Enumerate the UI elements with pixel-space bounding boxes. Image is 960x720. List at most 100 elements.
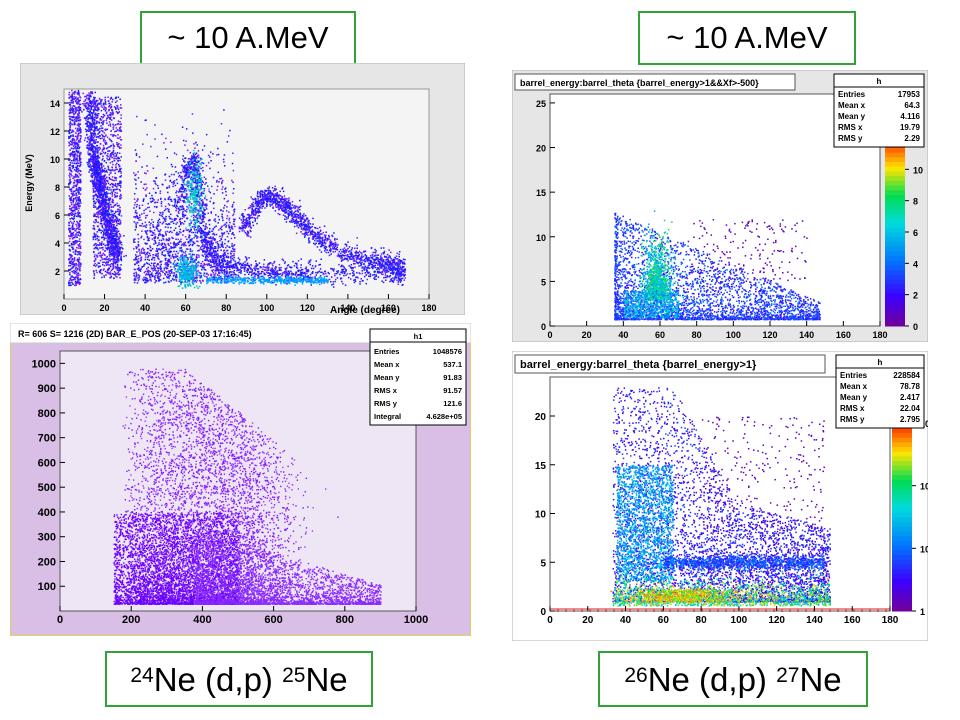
scatter-point <box>68 284 71 286</box>
scatter-point <box>79 261 81 264</box>
scatter-point <box>96 247 98 249</box>
scatter-point <box>110 240 113 243</box>
scatter-point <box>183 244 185 247</box>
scatter-point <box>99 130 101 133</box>
scatter-point <box>176 258 179 260</box>
scatter-point <box>78 103 81 106</box>
scatter-point <box>76 98 79 101</box>
scatter-point <box>79 193 82 195</box>
scatter-point <box>73 243 76 246</box>
scatter-point <box>135 179 137 181</box>
scatter-point <box>117 255 119 257</box>
scatter-point <box>225 190 227 193</box>
scatter-point <box>209 260 212 262</box>
scatter-point <box>166 275 168 278</box>
scatter-point <box>93 150 96 152</box>
scatter-point <box>114 249 117 251</box>
scatter-point <box>90 144 93 146</box>
scatter-point <box>68 214 71 217</box>
scatter-point <box>178 280 181 283</box>
scatter-point <box>99 188 102 191</box>
scatter-point <box>147 256 149 258</box>
scatter-point <box>72 218 75 220</box>
scatter-point <box>87 124 90 127</box>
scatter-point <box>99 209 102 211</box>
scatter-point <box>233 254 235 257</box>
scatter-point <box>103 178 106 181</box>
scatter-point <box>92 168 95 170</box>
scatter-point <box>77 276 80 279</box>
scatter-point <box>210 185 213 188</box>
scatter-point <box>174 227 177 229</box>
scatter-point <box>90 143 93 145</box>
scatter-point <box>79 120 81 122</box>
scatter-point <box>112 214 115 217</box>
scatter-point <box>135 214 138 217</box>
scatter-point <box>142 278 144 281</box>
scatter-point <box>144 254 147 256</box>
scatter-point <box>93 271 95 273</box>
scatter-point <box>93 96 95 99</box>
scatter-point <box>157 252 159 255</box>
scatter-point <box>106 147 109 149</box>
scatter-point <box>69 101 71 104</box>
scatter-point <box>120 138 123 141</box>
scatter-point <box>207 274 210 276</box>
scatter-point <box>110 211 113 213</box>
scatter-point <box>89 123 91 125</box>
scatter-point <box>224 246 227 249</box>
scatter-point <box>232 187 235 190</box>
scatter-point <box>75 202 77 204</box>
scatter-point <box>134 229 137 231</box>
scatter-point <box>87 165 90 168</box>
scatter-point <box>76 135 78 138</box>
scatter-point <box>99 195 101 197</box>
scatter-point <box>77 222 79 224</box>
scatter-point <box>151 272 153 274</box>
scatter-point <box>111 268 114 271</box>
scatter-point <box>101 230 104 232</box>
scatter-point <box>99 169 101 171</box>
scatter-point <box>117 170 120 173</box>
scatter-point <box>106 171 108 173</box>
scatter-point <box>158 224 160 227</box>
scatter-point <box>115 222 118 224</box>
scatter-point <box>133 192 136 195</box>
scatter-point <box>73 263 75 265</box>
scatter-point <box>90 133 92 136</box>
scatter-point <box>104 174 106 176</box>
scatter-point <box>107 231 109 234</box>
scatter-point <box>114 185 117 187</box>
scatter-point <box>106 223 108 225</box>
scatter-point <box>76 144 79 146</box>
scatter-point <box>72 147 74 150</box>
scatter-point <box>72 209 75 212</box>
scatter-point <box>156 201 159 204</box>
scatter-point <box>93 160 95 163</box>
scatter-point <box>102 193 104 196</box>
scatter-point <box>78 231 80 233</box>
scatter-point <box>96 105 99 107</box>
scatter-point <box>154 254 157 256</box>
scatter-point <box>151 197 154 199</box>
scatter-point <box>68 91 71 94</box>
scatter-point <box>78 223 81 226</box>
scatter-point <box>119 190 122 192</box>
scatter-point <box>114 240 116 243</box>
scatter-point <box>117 254 119 256</box>
scatter-point <box>155 177 158 179</box>
scatter-point <box>78 243 81 245</box>
scatter-point <box>91 159 94 162</box>
scatter-point <box>112 147 115 149</box>
scatter-point <box>112 199 114 202</box>
scatter-point <box>139 270 142 272</box>
scatter-point <box>116 202 118 205</box>
scatter-point <box>90 166 92 168</box>
scatter-point <box>69 172 71 175</box>
scatter-point <box>101 137 103 139</box>
scatter-point <box>218 272 220 274</box>
scatter-point <box>214 253 216 256</box>
scatter-point <box>86 146 88 149</box>
scatter-point <box>118 268 121 270</box>
scatter-point <box>134 257 137 259</box>
